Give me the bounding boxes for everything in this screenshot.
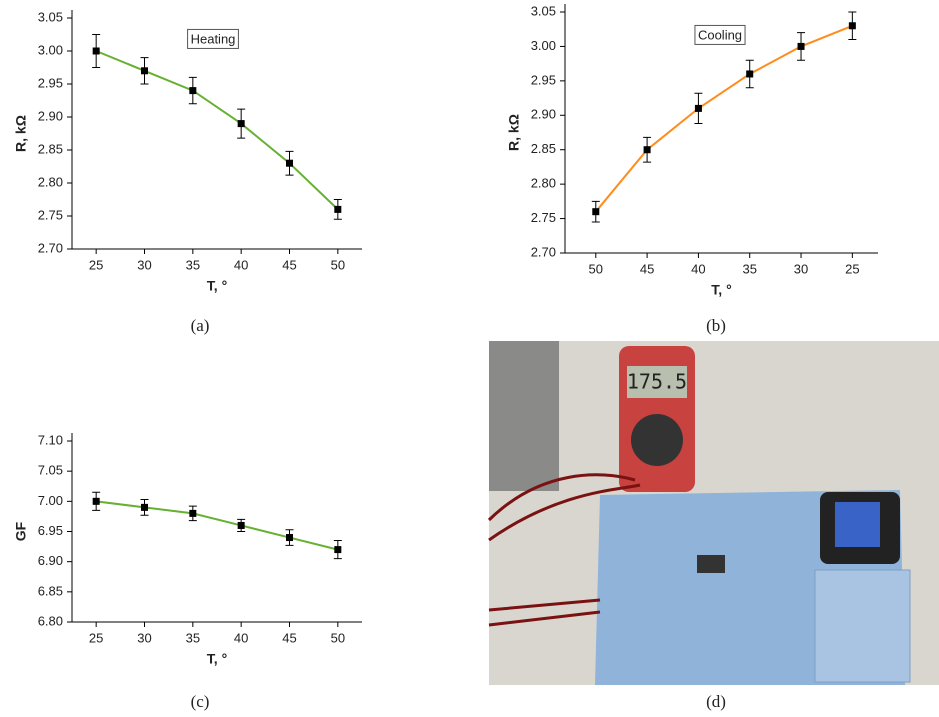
y-tick-label: 6.80 xyxy=(38,613,63,628)
marker xyxy=(237,120,245,128)
x-tick-label: 45 xyxy=(282,257,296,272)
x-axis-label: T, ° xyxy=(207,278,227,294)
y-tick-label: 7.05 xyxy=(38,463,63,478)
marker xyxy=(746,70,754,78)
x-tick-label: 45 xyxy=(640,261,654,276)
x-tick-label: 25 xyxy=(89,257,103,272)
x-tick-label: 30 xyxy=(794,261,808,276)
sensor xyxy=(697,555,725,573)
x-tick-label: 50 xyxy=(331,257,345,272)
supply-display xyxy=(835,502,880,547)
y-tick-label: 3.00 xyxy=(38,42,63,57)
y-tick-label: 7.10 xyxy=(38,432,63,447)
marker xyxy=(237,521,245,529)
x-tick-label: 45 xyxy=(282,630,296,645)
x-tick-label: 25 xyxy=(89,630,103,645)
x-axis-label: T, ° xyxy=(711,282,731,298)
y-tick-label: 2.80 xyxy=(38,174,63,189)
y-tick-label: 6.95 xyxy=(38,523,63,538)
marker xyxy=(286,159,293,167)
photo: 175.5 xyxy=(487,341,939,685)
x-tick-label: 40 xyxy=(234,257,248,272)
y-tick-label: 6.90 xyxy=(38,553,63,568)
line xyxy=(95,50,339,211)
y-tick-label: 2.95 xyxy=(38,75,63,90)
meter-reading: 175.5 xyxy=(627,370,687,394)
marker xyxy=(189,509,197,517)
y-tick-label: 2.70 xyxy=(531,244,556,259)
caption: (c) xyxy=(191,692,210,711)
y-tick-label: 7.00 xyxy=(38,493,63,508)
meter-dial xyxy=(631,414,683,466)
annotation: Heating xyxy=(191,31,236,46)
marker xyxy=(141,67,148,75)
y-tick-label: 2.85 xyxy=(38,141,63,156)
x-tick-label: 35 xyxy=(742,261,756,276)
marker xyxy=(141,503,148,511)
x-tick-label: 50 xyxy=(589,261,603,276)
x-tick-label: 25 xyxy=(845,261,859,276)
y-tick-label: 2.90 xyxy=(531,107,556,122)
marker xyxy=(189,87,197,95)
marker xyxy=(797,42,805,50)
y-tick-label: 2.80 xyxy=(531,176,556,191)
y-tick-label: 2.95 xyxy=(531,72,556,87)
y-tick-label: 2.90 xyxy=(38,108,63,123)
y-tick-label: 2.75 xyxy=(531,210,556,225)
annotation: Cooling xyxy=(698,27,742,42)
line xyxy=(595,24,853,213)
x-tick-label: 30 xyxy=(137,257,151,272)
y-axis-label: R, kΩ xyxy=(13,115,29,152)
x-tick-label: 40 xyxy=(691,261,705,276)
y-tick-label: 2.75 xyxy=(38,207,63,222)
marker xyxy=(92,47,100,55)
marker xyxy=(334,205,342,213)
x-tick-label: 30 xyxy=(137,630,151,645)
y-tick-label: 3.00 xyxy=(531,38,556,53)
marker xyxy=(286,534,293,542)
marker xyxy=(334,546,342,554)
marker xyxy=(643,146,651,154)
y-tick-label: 6.85 xyxy=(38,583,63,598)
wires xyxy=(487,473,641,627)
annotation-box xyxy=(694,24,746,45)
x-tick-label: 35 xyxy=(186,630,200,645)
annotation-box xyxy=(187,28,239,49)
y-axis-label: R, kΩ xyxy=(506,114,522,151)
line xyxy=(96,500,339,551)
meter-display xyxy=(627,366,687,398)
marker xyxy=(92,497,100,505)
caption: (b) xyxy=(706,316,726,335)
rail xyxy=(489,341,559,491)
marker xyxy=(694,104,702,112)
marker xyxy=(848,22,856,30)
caption: (d) xyxy=(706,692,726,711)
y-axis-label: GF xyxy=(13,521,29,541)
x-tick-label: 40 xyxy=(234,630,248,645)
x-tick-label: 50 xyxy=(331,630,345,645)
y-tick-label: 3.05 xyxy=(531,3,556,18)
x-axis-label: T, ° xyxy=(207,651,227,667)
y-tick-label: 2.70 xyxy=(38,240,63,255)
tray xyxy=(814,569,911,683)
x-tick-label: 35 xyxy=(186,257,200,272)
y-tick-label: 3.05 xyxy=(38,9,63,24)
marker xyxy=(592,208,600,216)
caption: (a) xyxy=(191,316,210,335)
y-tick-label: 2.85 xyxy=(531,141,556,156)
